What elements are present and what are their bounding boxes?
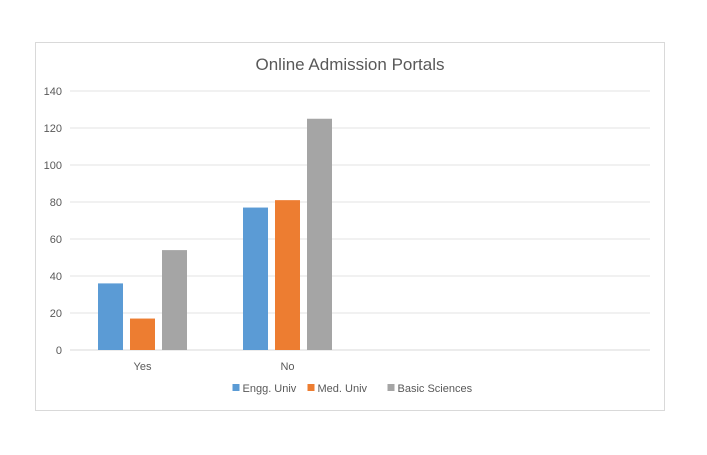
bar-med-univ-yes: [130, 318, 155, 350]
legend-swatch: [232, 384, 240, 391]
bar-engg-univ-no: [243, 207, 268, 350]
y-tick-label: 120: [44, 123, 62, 135]
legend-label: Basic Sciences: [398, 383, 473, 395]
y-tick-label: 80: [50, 197, 62, 209]
x-tick-label: Yes: [134, 361, 152, 373]
x-axis-ticks: Yes No: [134, 361, 295, 373]
chart-title: Online Admission Portals: [256, 55, 445, 74]
legend-swatch: [387, 384, 395, 391]
legend-swatch: [307, 384, 315, 391]
gridlines: [70, 90, 650, 351]
y-tick-label: 40: [50, 271, 62, 283]
x-tick-label: No: [280, 361, 294, 373]
y-tick-label: 60: [50, 234, 62, 246]
y-tick-label: 0: [56, 345, 62, 357]
bar-med-univ-no: [275, 200, 300, 350]
legend-label: Engg. Univ: [243, 383, 297, 395]
legend: Engg. Univ Med. Univ Basic Sciences: [232, 383, 473, 395]
y-tick-label: 100: [44, 160, 62, 172]
y-tick-label: 20: [50, 308, 62, 320]
bars: [98, 118, 332, 350]
legend-label: Med. Univ: [318, 383, 368, 395]
y-tick-label: 140: [44, 86, 62, 98]
bar-engg-univ-yes: [98, 283, 123, 350]
bar-basic-sciences-no: [307, 118, 332, 350]
bar-basic-sciences-yes: [162, 250, 187, 350]
y-axis-ticks: 0 20 40 60 80 100 120 140: [44, 86, 62, 357]
